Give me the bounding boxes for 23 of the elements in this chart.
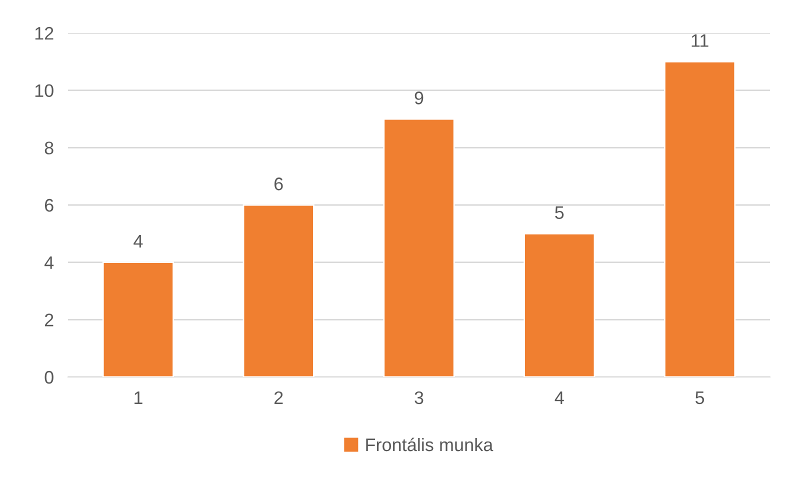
y-tick-label: 12 <box>35 26 54 40</box>
bar <box>242 204 314 377</box>
y-tick-label: 6 <box>44 198 54 212</box>
y-tick-label: 10 <box>35 84 54 98</box>
x-tick-label: 2 <box>274 391 283 404</box>
x-tick-label: 3 <box>414 391 424 404</box>
y-tick-label: 8 <box>44 142 54 154</box>
data-label: 6 <box>274 178 283 190</box>
bar <box>102 262 174 377</box>
bar <box>524 232 596 377</box>
y-tick-label: 2 <box>44 314 54 326</box>
bar <box>664 60 736 377</box>
x-tick-label: 5 <box>696 392 704 404</box>
x-tick-label: 1 <box>134 392 142 404</box>
data-label: 11 <box>692 34 708 47</box>
data-label: 5 <box>555 206 564 219</box>
x-tick-label: 4 <box>554 392 564 404</box>
data-label: 4 <box>134 235 143 248</box>
bar <box>383 118 455 377</box>
data-label: 9 <box>414 92 424 104</box>
legend-label: Frontális munka <box>366 438 494 452</box>
y-tick-label: 4 <box>44 256 54 269</box>
y-tick-label: 0 <box>44 370 54 384</box>
